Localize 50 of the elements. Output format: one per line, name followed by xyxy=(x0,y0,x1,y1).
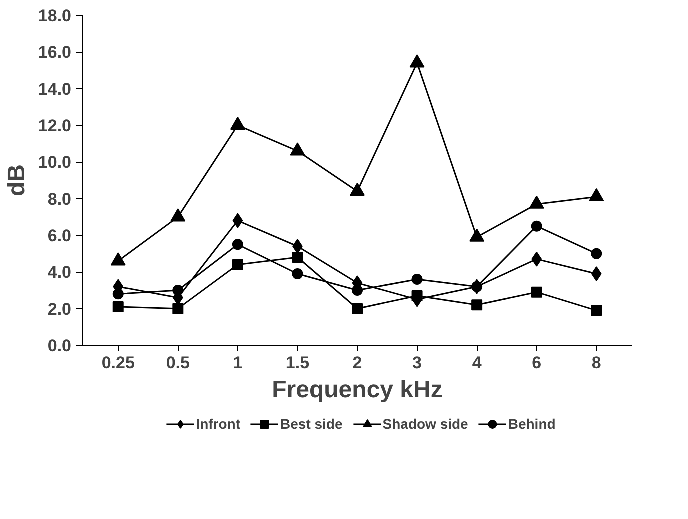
point xyxy=(290,142,306,156)
point xyxy=(531,220,542,232)
y-tick-label: 16.0 xyxy=(38,43,72,62)
point xyxy=(170,208,186,222)
point xyxy=(230,116,246,130)
y-tick-label: 18.0 xyxy=(38,6,72,26)
y-tick-label: 14.0 xyxy=(38,80,72,99)
point xyxy=(532,252,542,267)
x-tick-label: 1 xyxy=(233,354,243,372)
y-tick-label: 0.0 xyxy=(48,336,72,356)
point xyxy=(529,196,544,209)
y-tick-label: 2.0 xyxy=(48,300,72,319)
legend-label: Infront xyxy=(196,416,241,432)
y-tick-label: 8.0 xyxy=(48,190,72,209)
x-tick-label: 6 xyxy=(532,354,542,372)
point xyxy=(292,252,304,263)
point xyxy=(591,266,602,282)
point xyxy=(350,182,365,196)
point xyxy=(292,239,303,254)
point xyxy=(591,305,602,316)
point xyxy=(412,274,423,285)
point xyxy=(112,302,124,312)
point xyxy=(591,248,602,260)
point xyxy=(232,213,244,228)
point xyxy=(410,54,425,68)
point xyxy=(531,286,542,298)
point xyxy=(232,239,244,250)
point xyxy=(292,268,304,280)
x-tick-label: 0.25 xyxy=(102,354,135,372)
x-tick-label: 1.5 xyxy=(286,354,310,372)
x-tick-label: 2 xyxy=(352,354,362,372)
x-tick-label: 8 xyxy=(592,354,602,372)
x-axis-title: Frequency kHz xyxy=(272,376,443,404)
x-tick-label: 0.5 xyxy=(166,354,190,372)
point xyxy=(352,303,363,314)
legend-label: Shadow side xyxy=(382,416,468,432)
legend-label: Best side xyxy=(280,416,343,432)
x-tick-label: 3 xyxy=(412,354,422,372)
point xyxy=(470,228,485,242)
y-tick-label: 4.0 xyxy=(48,263,72,282)
y-tick-label: 10.0 xyxy=(38,153,72,172)
y-tick-label: 6.0 xyxy=(48,226,72,246)
y-axis-title: dB xyxy=(3,164,30,196)
x-tick-label: 4 xyxy=(472,354,482,372)
point xyxy=(172,303,184,314)
point xyxy=(232,259,244,270)
legend-label: Behind xyxy=(508,416,556,432)
y-tick-label: 12.0 xyxy=(38,116,72,136)
point xyxy=(589,188,604,202)
point xyxy=(472,300,483,311)
